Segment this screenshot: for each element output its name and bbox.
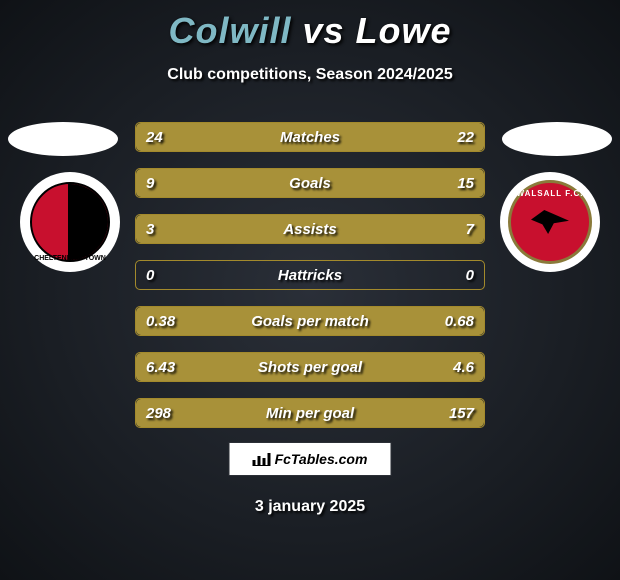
stat-value-right: 0 xyxy=(466,267,474,284)
crest-ring: WALSALL F.C. xyxy=(500,172,600,272)
stat-value-right: 4.6 xyxy=(453,359,474,376)
stat-label: Goals xyxy=(289,175,331,192)
bar-right xyxy=(240,215,484,243)
stat-row: 24 Matches 22 xyxy=(135,122,485,152)
stat-value-left: 9 xyxy=(146,175,154,192)
stat-row: 0.38 Goals per match 0.68 xyxy=(135,306,485,336)
bar-chart-icon xyxy=(253,452,271,466)
stats-container: 24 Matches 22 9 Goals 15 3 Assists 7 0 H… xyxy=(135,122,485,444)
stat-value-left: 298 xyxy=(146,405,171,422)
stat-value-right: 22 xyxy=(457,129,474,146)
stat-row: 298 Min per goal 157 xyxy=(135,398,485,428)
source-logo: FcTables.com xyxy=(229,442,392,476)
stat-value-left: 24 xyxy=(146,129,163,146)
crest-text: CHELTENHAM TOWN xyxy=(20,255,120,262)
stat-value-right: 157 xyxy=(449,405,474,422)
player1-silhouette xyxy=(8,122,118,156)
crest-text: WALSALL F.C. xyxy=(511,189,589,198)
subtitle: Club competitions, Season 2024/2025 xyxy=(0,66,620,84)
stat-row: 0 Hattricks 0 xyxy=(135,260,485,290)
stat-value-left: 0.38 xyxy=(146,313,175,330)
stat-value-right: 0.68 xyxy=(445,313,474,330)
stat-label: Min per goal xyxy=(266,405,354,422)
player2-silhouette xyxy=(502,122,612,156)
comparison-title: Colwill vs Lowe xyxy=(0,0,620,52)
stat-row: 6.43 Shots per goal 4.6 xyxy=(135,352,485,382)
stat-row: 3 Assists 7 xyxy=(135,214,485,244)
logo-text: FcTables.com xyxy=(275,451,368,467)
logo-inner: FcTables.com xyxy=(253,451,368,467)
stat-value-left: 3 xyxy=(146,221,154,238)
vs-text: vs xyxy=(302,10,344,51)
team2-crest: WALSALL F.C. xyxy=(500,172,600,272)
stat-value-left: 6.43 xyxy=(146,359,175,376)
player1-name: Colwill xyxy=(168,10,291,51)
stat-label: Assists xyxy=(283,221,336,238)
stat-value-right: 7 xyxy=(466,221,474,238)
crest-inner xyxy=(30,182,110,262)
player2-name: Lowe xyxy=(356,10,452,51)
stat-value-left: 0 xyxy=(146,267,154,284)
stat-label: Shots per goal xyxy=(258,359,362,376)
swift-icon xyxy=(531,210,569,234)
crest-inner: WALSALL F.C. xyxy=(508,180,592,264)
stat-row: 9 Goals 15 xyxy=(135,168,485,198)
stat-label: Matches xyxy=(280,129,340,146)
team1-crest: CHELTENHAM TOWN xyxy=(20,172,120,272)
stat-value-right: 15 xyxy=(457,175,474,192)
stat-label: Goals per match xyxy=(251,313,369,330)
stat-label: Hattricks xyxy=(278,267,342,284)
crest-half xyxy=(68,184,108,262)
bar-left xyxy=(136,169,268,197)
date-text: 3 january 2025 xyxy=(0,498,620,516)
